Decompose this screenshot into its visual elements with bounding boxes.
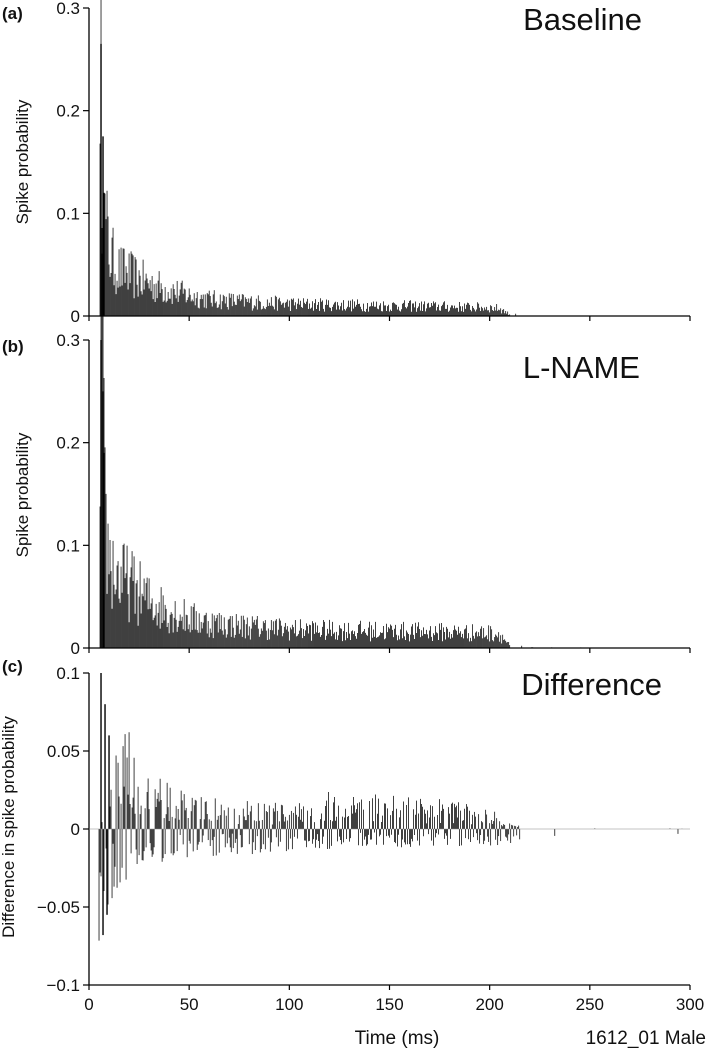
histogram-bars: [99, 253, 669, 648]
chart-title: Baseline: [523, 2, 642, 37]
plot-area: −0.1 −0.05 0 0.05 0.1 0 50 100 150 200 250 300: [37, 664, 704, 1014]
y-tick-label: 0.3: [56, 331, 80, 350]
y-tick-label: 0.1: [56, 204, 80, 223]
histogram-bars: [99, 0, 517, 316]
y-tick-label: −0.05: [37, 898, 80, 917]
panel-a: (a) Baseline Spike probability 0 0.1 0.2 0.…: [2, 0, 691, 326]
y-tick-label: 0.2: [56, 102, 80, 121]
x-tick-label: 250: [576, 995, 604, 1014]
x-tick-label: 200: [475, 995, 503, 1014]
histogram-bars: [98, 673, 683, 941]
y-tick-label: 0: [71, 307, 80, 326]
x-tick-label: 100: [275, 995, 303, 1014]
y-axis-label: Difference in spike probability: [0, 716, 18, 938]
panel-c: (c) Difference Difference in spike proba…: [0, 657, 704, 1014]
y-tick-label: 0.1: [56, 664, 80, 683]
x-axis-label: Time (ms): [355, 1028, 440, 1049]
footnote: 1612_01 Male: [586, 1028, 706, 1049]
y-tick-label: 0.05: [47, 742, 80, 761]
y-tick-label: 0: [71, 820, 80, 839]
plot-area: 0 0.1 0.2 0.3: [56, 0, 691, 326]
y-axis-label: Spike probability: [13, 432, 32, 557]
panel-label: (c): [2, 657, 23, 676]
y-tick-label: 0.3: [56, 0, 80, 18]
chart-title: Difference: [521, 667, 662, 702]
panel-label: (a): [2, 4, 23, 23]
y-tick-label: 0: [71, 639, 80, 658]
x-tick-label: 0: [84, 995, 93, 1014]
chart-title: L-NAME: [523, 350, 640, 385]
y-axis-label: Spike probability: [13, 99, 32, 224]
x-tick-label: 50: [180, 995, 199, 1014]
panel-label: (b): [2, 337, 24, 356]
panel-b: (b) L-NAME Spike probability 0 0.1 0.2 0.3: [2, 253, 691, 658]
plot-area: 0 0.1 0.2 0.3: [56, 253, 691, 658]
x-tick-label: 300: [676, 995, 704, 1014]
y-tick-label: 0.2: [56, 434, 80, 453]
y-tick-label: −0.1: [46, 976, 80, 995]
y-tick-label: 0.1: [56, 536, 80, 555]
x-tick-label: 150: [375, 995, 403, 1014]
